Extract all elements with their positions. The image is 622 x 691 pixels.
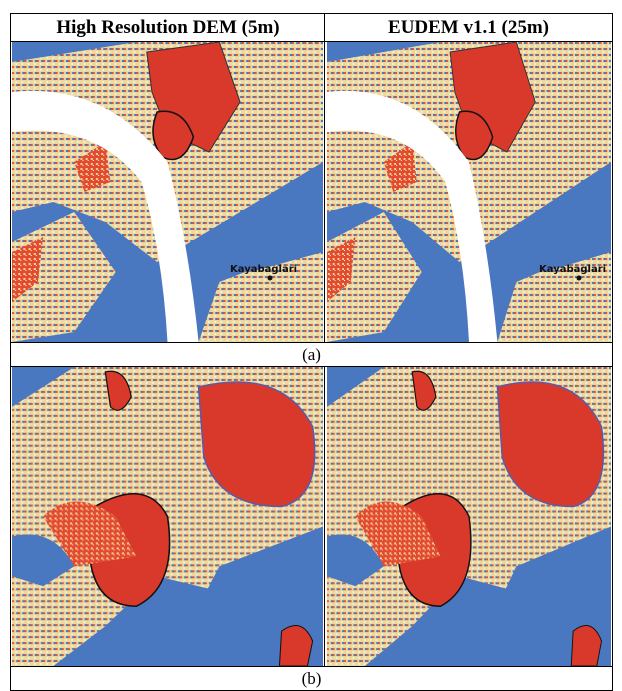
rule	[324, 366, 325, 667]
column-header: High Resolution DEM (5m)	[11, 14, 325, 41]
map-label: Kayabaglari	[230, 264, 297, 275]
map: Kayabaglari	[327, 42, 611, 342]
caption: (a)	[11, 343, 612, 366]
rule	[324, 13, 325, 343]
rule	[10, 666, 613, 667]
rule	[612, 13, 613, 691]
rule	[10, 13, 613, 14]
page: {"header": {"columns": ["High Resolution…	[0, 0, 622, 691]
column-header: EUDEM v1.1 (25m)	[325, 14, 612, 41]
map: Kayabaglari	[12, 42, 323, 342]
rule	[10, 342, 613, 343]
caption: (b)	[11, 667, 612, 690]
rule	[10, 13, 11, 691]
rule	[10, 366, 613, 367]
map-label: Kayabaglari	[539, 264, 606, 275]
map	[327, 367, 611, 666]
rule	[10, 41, 613, 42]
map	[12, 367, 323, 666]
